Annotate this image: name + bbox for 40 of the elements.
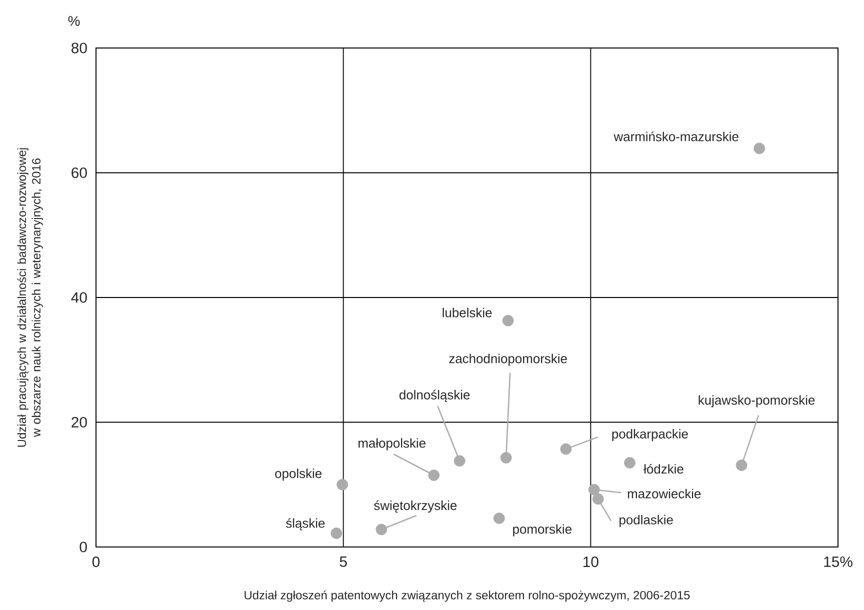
point: [500, 452, 512, 464]
point: [560, 443, 572, 455]
point: [376, 524, 388, 536]
y-tick-label: 0: [80, 542, 87, 552]
annotation: pomorskie: [513, 524, 572, 536]
annotation: mazowieckie: [628, 488, 701, 498]
x-tick-label: 15%: [824, 556, 852, 568]
annotation: łódzkie: [644, 464, 684, 474]
y-tick-label: 40: [71, 292, 87, 303]
annotation: dolnośląskie: [399, 390, 470, 402]
annotation: lubelskie: [442, 308, 492, 318]
annotation: świętokrzyskie: [374, 500, 457, 513]
annotation: warmińsko-mazurskie: [614, 132, 738, 142]
point: [454, 455, 466, 467]
point: [428, 470, 440, 481]
x-tick-label: 5: [340, 556, 347, 567]
annotation: podkarpackie: [612, 429, 688, 442]
annotation: kujawsko-pomorskie: [698, 395, 815, 408]
y-tick-label: 20: [72, 416, 87, 428]
annotation: małopolskie: [358, 438, 426, 450]
point: [330, 528, 342, 539]
point: [736, 460, 748, 471]
text: %: [68, 16, 80, 26]
annotation: śląskie: [286, 518, 325, 530]
y-tick-label: 60: [72, 167, 87, 178]
point: [502, 314, 514, 326]
point: [754, 142, 766, 154]
annotation: zachodniopomorskie: [449, 354, 567, 366]
annotation: podlaskie: [620, 514, 673, 527]
x-tick-label: 10: [584, 556, 598, 568]
point: [592, 493, 604, 505]
point: [588, 484, 600, 496]
x-axis-title: Udział zgłoszeń patentowych związanych z sektorem rolno-spożywczym, 2006-2015: [244, 590, 690, 602]
annotation: opolskie: [275, 468, 322, 481]
y-tick-label: 80: [72, 42, 87, 54]
point: [493, 512, 505, 524]
point: [624, 457, 636, 468]
y-axis-title: Udział pracujących w działalności badawczo-rozwojowej w obszarze nauk rolniczych i weterynaryjnych, 2016: [17, 148, 43, 447]
point: [336, 478, 348, 490]
x-tick-label: 0: [92, 556, 100, 568]
